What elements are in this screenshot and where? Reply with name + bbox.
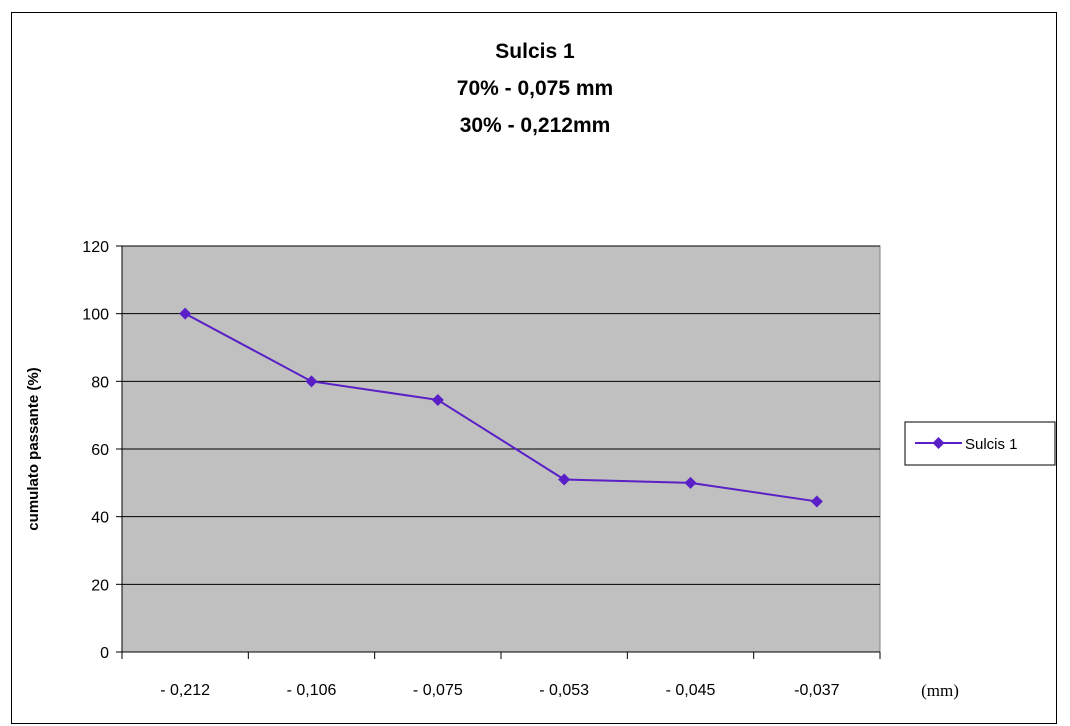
y-axis-label: cumulato passante (%): [25, 367, 42, 530]
x-tick-labels: - 0,212 - 0,106 - 0,075 - 0,053 - 0,045 -0,03…: [160, 682, 839, 699]
series-group: [179, 307, 823, 508]
chart-subtitle-line-2: 30% - 0,212mm: [459, 114, 611, 137]
data-point-marker: [431, 393, 444, 406]
y-tick-label: 0: [100, 645, 109, 662]
x-tick-label: - 0,053: [539, 682, 589, 699]
legend: Sulcis 1: [904, 421, 1056, 466]
data-point-marker: [305, 375, 318, 388]
data-point-marker: [684, 476, 697, 489]
y-tick-label: 20: [91, 577, 109, 594]
x-axis-unit-label: (mm): [921, 681, 959, 700]
data-point-marker: [810, 495, 823, 508]
x-tick-label: - 0,045: [666, 682, 716, 699]
y-tick-label: 60: [91, 442, 109, 459]
series-line: [184, 312, 817, 503]
grid-lines: [122, 245, 880, 585]
chart-title: Sulcis 1: [495, 40, 575, 63]
data-point-marker: [179, 307, 192, 320]
chart-subtitle-line-1: 70% - 0,075 mm: [456, 77, 614, 100]
x-tick-label: - 0,212: [160, 682, 210, 699]
y-tick-labels: 0 20 40 60 80 100 120: [82, 239, 109, 662]
y-tick-label: 80: [91, 374, 109, 391]
y-tick-label: 100: [82, 307, 109, 324]
legend-label: Sulcis 1: [965, 436, 1018, 453]
x-tick-label: - 0,075: [413, 682, 463, 699]
x-tick-label: - 0,106: [287, 682, 337, 699]
legend-marker: [932, 437, 945, 449]
data-point-marker: [558, 473, 571, 486]
axes: [116, 245, 881, 659]
y-tick-label: 120: [82, 239, 109, 256]
x-tick-label: -0,037: [794, 682, 839, 699]
y-tick-label: 40: [91, 510, 109, 527]
